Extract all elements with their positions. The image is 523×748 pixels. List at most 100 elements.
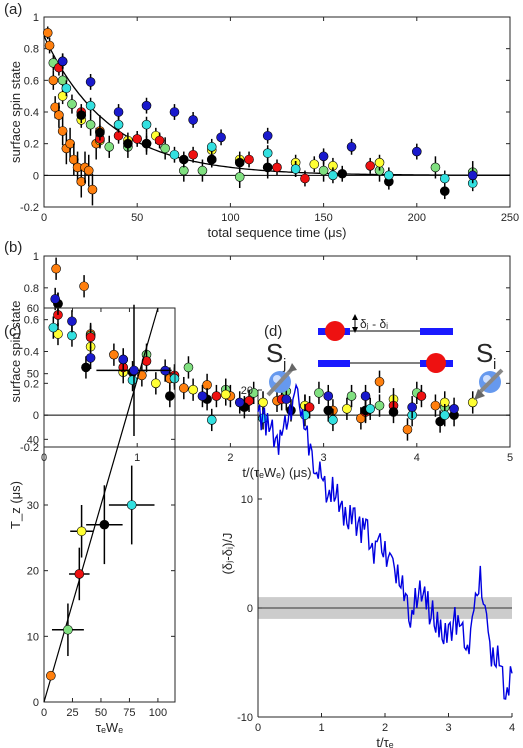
x-tick-label: 50 bbox=[131, 212, 143, 224]
spin-i-label: S bbox=[476, 338, 493, 368]
data-point bbox=[85, 353, 96, 363]
fit-curve bbox=[43, 35, 510, 176]
data-point bbox=[85, 119, 96, 130]
data-point bbox=[76, 526, 87, 537]
y-tick-label: 0.8 bbox=[24, 44, 39, 56]
data-point bbox=[179, 383, 189, 393]
x-tick-label: 3 bbox=[321, 452, 327, 464]
data-point bbox=[346, 391, 357, 401]
point-blue bbox=[96, 304, 172, 437]
data-point bbox=[42, 28, 53, 38]
y-tick-label: -0.2 bbox=[20, 202, 39, 214]
data-point bbox=[318, 151, 329, 162]
y-tick-label: 30 bbox=[27, 500, 39, 512]
delta-label: δⱼ - δᵢ bbox=[360, 317, 388, 331]
data-point bbox=[346, 142, 357, 152]
data-point bbox=[65, 138, 75, 149]
x-axis-label: τₑWₑ bbox=[96, 720, 123, 735]
data-point bbox=[388, 407, 399, 417]
data-point bbox=[67, 330, 77, 341]
data-point bbox=[79, 281, 89, 292]
data-point bbox=[374, 400, 385, 411]
data-point bbox=[258, 397, 268, 408]
data-point bbox=[126, 500, 137, 510]
data-point bbox=[50, 294, 60, 304]
data-point bbox=[467, 170, 478, 181]
data-point bbox=[69, 154, 79, 165]
data-point bbox=[206, 415, 217, 425]
data-point bbox=[314, 388, 324, 398]
x-tick-label: 0 bbox=[255, 722, 261, 734]
y-tick-label: 0.6 bbox=[24, 315, 39, 327]
panel-label: (a) bbox=[4, 1, 22, 18]
data-point bbox=[337, 168, 348, 179]
data-point bbox=[50, 102, 60, 113]
data-point bbox=[211, 391, 222, 401]
point-black bbox=[86, 485, 123, 565]
data-point bbox=[234, 157, 245, 168]
data-point bbox=[449, 403, 459, 414]
data-point bbox=[57, 56, 68, 67]
data-point bbox=[141, 138, 152, 149]
data-point bbox=[439, 186, 450, 196]
data-point bbox=[234, 172, 245, 182]
data-point bbox=[61, 83, 72, 94]
spin-diagram: (d) S j S i δⱼ - δᵢ bbox=[264, 314, 504, 400]
y-tick-label: 40 bbox=[27, 434, 39, 446]
data-point bbox=[262, 130, 273, 141]
x-tick-label: 1 bbox=[134, 452, 140, 464]
data-point bbox=[169, 107, 180, 117]
data-point bbox=[76, 110, 87, 120]
x-tick-label: 250 bbox=[501, 212, 519, 224]
bottom-left-bar bbox=[318, 360, 350, 367]
x-tick-label: 25 bbox=[66, 707, 78, 719]
data-point bbox=[244, 154, 254, 165]
y-tick-label: 20 bbox=[241, 385, 253, 397]
data-point bbox=[430, 162, 441, 173]
data-point bbox=[262, 148, 273, 158]
data-point bbox=[160, 143, 170, 154]
data-point bbox=[81, 362, 91, 373]
data-point bbox=[67, 99, 77, 109]
panel-d-label: (d) bbox=[264, 323, 282, 340]
data-point bbox=[85, 332, 96, 342]
data-point bbox=[430, 400, 441, 411]
data-point bbox=[262, 162, 273, 173]
x-tick-label: 200 bbox=[408, 212, 426, 224]
y-tick-label: 10 bbox=[27, 631, 39, 643]
data-point bbox=[123, 138, 133, 149]
point-cyan bbox=[108, 465, 155, 545]
trace-line bbox=[257, 382, 513, 700]
spin-j-ball bbox=[266, 363, 297, 397]
data-point bbox=[104, 142, 115, 152]
data-point bbox=[74, 569, 85, 579]
data-point bbox=[272, 162, 282, 173]
data-point bbox=[188, 149, 198, 160]
y-tick-label: 0 bbox=[33, 410, 39, 422]
data-point bbox=[342, 403, 352, 414]
y-tick-label: 0.4 bbox=[24, 107, 39, 119]
data-point bbox=[118, 354, 129, 365]
data-point bbox=[48, 322, 59, 333]
y-tick-label: 0.6 bbox=[24, 75, 39, 87]
x-tick-label: 100 bbox=[149, 707, 167, 719]
x-tick-label: 2 bbox=[227, 452, 233, 464]
data-point bbox=[328, 415, 338, 425]
data-point bbox=[407, 402, 417, 413]
data-point bbox=[439, 173, 450, 184]
data-point bbox=[85, 100, 96, 111]
data-point bbox=[197, 391, 208, 401]
y-tick-label: 10 bbox=[241, 494, 253, 506]
x-tick-label: 3 bbox=[445, 722, 451, 734]
data-point bbox=[44, 40, 55, 51]
data-point bbox=[46, 670, 56, 681]
panel-label: (c) bbox=[4, 323, 22, 340]
data-point bbox=[169, 149, 180, 160]
data-point bbox=[360, 391, 371, 401]
data-point bbox=[300, 173, 310, 184]
data-point bbox=[206, 154, 217, 165]
